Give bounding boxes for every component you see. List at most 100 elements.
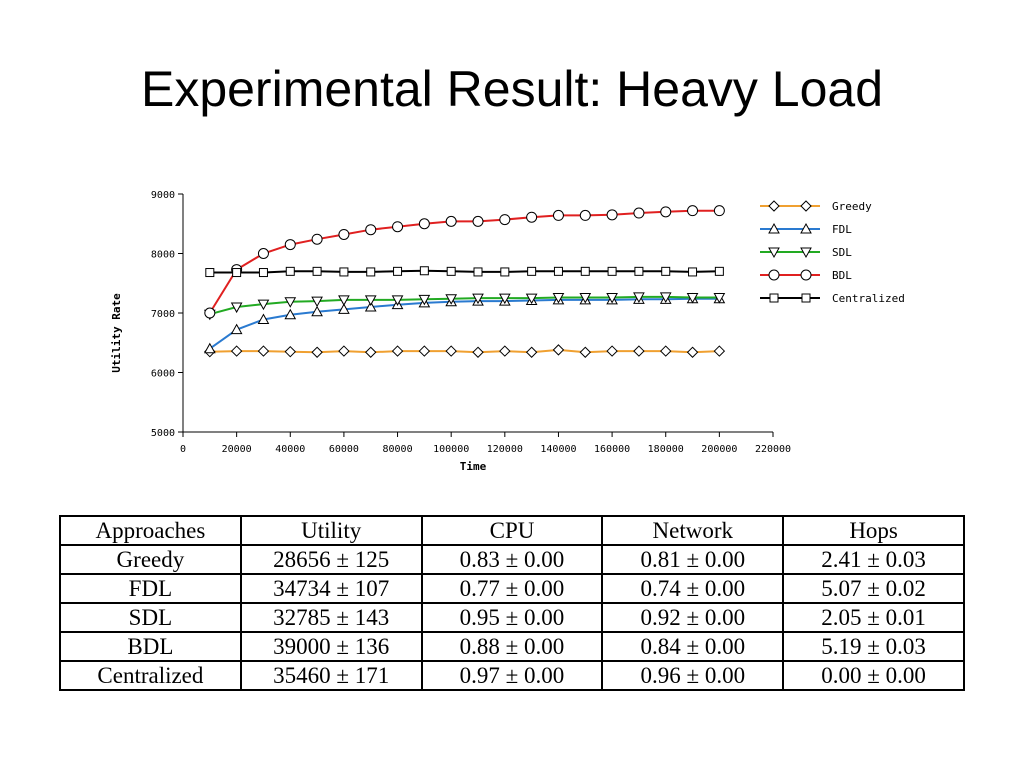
data-point-centralized	[258, 268, 268, 278]
data-point-bdl	[204, 307, 216, 319]
cell-hops: 5.19 ± 0.03	[782, 631, 965, 662]
data-point-greedy	[579, 346, 591, 358]
data-point-bdl	[499, 214, 511, 226]
data-point-greedy	[525, 346, 538, 358]
x-tick-label: 60000	[329, 444, 359, 455]
data-point-centralized	[500, 267, 510, 277]
cell-hops: 2.41 ± 0.03	[782, 544, 965, 575]
data-point-centralized	[580, 266, 590, 276]
data-point-centralized	[393, 266, 403, 276]
cell-network: 0.92 ± 0.00	[601, 602, 785, 633]
data-point-greedy	[391, 345, 404, 357]
series-centralized	[205, 266, 724, 278]
data-point-sdl	[606, 293, 618, 304]
cell-network: 0.74 ± 0.00	[601, 573, 785, 604]
chart-series	[203, 205, 726, 358]
table-row: Greedy 28656 ± 125 0.83 ± 0.00 0.81 ± 0.…	[59, 544, 965, 575]
legend-entry-bdl: BDL	[760, 269, 852, 282]
data-point-centralized	[419, 266, 429, 276]
data-point-sdl	[633, 292, 645, 303]
data-point-greedy	[257, 345, 270, 357]
cell-cpu: 0.83 ± 0.00	[420, 544, 604, 575]
legend-marker-centralized	[769, 293, 779, 303]
x-tick-label: 100000	[433, 444, 469, 455]
data-point-centralized	[607, 266, 617, 276]
cell-cpu: 0.95 ± 0.00	[420, 602, 604, 633]
data-point-fdl	[257, 313, 270, 325]
series-sdl	[203, 292, 726, 321]
data-point-sdl	[498, 293, 511, 305]
data-point-centralized	[285, 266, 295, 276]
cell-network: 0.96 ± 0.00	[601, 660, 785, 691]
data-point-greedy	[606, 345, 618, 357]
data-point-greedy	[311, 346, 323, 358]
data-point-centralized	[473, 267, 483, 277]
cell-hops: 0.00 ± 0.00	[782, 660, 965, 691]
data-point-greedy	[660, 345, 672, 357]
results-table: Approaches Utility CPU Network Hops Gree…	[59, 515, 965, 691]
data-point-centralized	[232, 268, 242, 278]
x-axis-label: Time	[460, 460, 487, 473]
header-cpu: CPU	[420, 515, 604, 546]
data-point-bdl	[365, 224, 377, 236]
cell-utility: 34734 ± 107	[239, 573, 423, 604]
cell-utility: 39000 ± 136	[239, 631, 423, 662]
data-point-greedy	[365, 346, 377, 358]
cell-approach: Centralized	[59, 660, 242, 691]
data-point-sdl	[445, 294, 458, 305]
legend-entry-fdl: FDL	[760, 222, 852, 236]
x-tick-label: 80000	[382, 444, 412, 455]
series-line-fdl	[209, 297, 720, 350]
data-point-centralized	[661, 266, 671, 276]
data-point-sdl	[257, 299, 270, 311]
data-point-sdl	[418, 294, 431, 306]
legend-marker-fdl	[768, 222, 780, 234]
cell-utility: 28656 ± 125	[239, 544, 423, 575]
cell-cpu: 0.88 ± 0.00	[420, 631, 604, 662]
legend-label-greedy: Greedy	[832, 200, 872, 213]
cell-hops: 2.05 ± 0.01	[782, 602, 965, 633]
data-point-sdl	[579, 293, 592, 304]
series-bdl	[204, 205, 725, 319]
legend-marker-bdl	[768, 269, 780, 281]
data-point-sdl	[338, 295, 350, 306]
data-point-bdl	[579, 209, 591, 221]
header-utility: Utility	[239, 515, 423, 546]
y-tick-label: 5000	[151, 428, 175, 439]
data-point-bdl	[257, 248, 269, 259]
data-point-bdl	[526, 211, 538, 223]
cell-approach: BDL	[59, 631, 242, 662]
data-point-centralized	[553, 266, 563, 276]
data-point-sdl	[391, 295, 404, 306]
data-point-fdl	[338, 303, 350, 314]
y-tick-label: 8000	[151, 250, 175, 261]
data-point-sdl	[552, 293, 565, 304]
y-tick-label: 9000	[151, 190, 175, 201]
legend-label-centralized: Centralized	[832, 292, 905, 305]
x-tick-label: 220000	[755, 444, 791, 455]
x-tick-label: 20000	[222, 444, 252, 455]
data-point-greedy	[552, 344, 565, 356]
data-point-sdl	[364, 295, 377, 306]
cell-cpu: 0.77 ± 0.00	[420, 573, 604, 604]
data-point-centralized	[339, 267, 349, 277]
utility-rate-chart: 0 20000 40000 60000 80000 100000 120000 140000 1…	[110, 190, 905, 473]
cell-network: 0.84 ± 0.00	[601, 631, 785, 662]
y-tick-label: 7000	[151, 309, 175, 320]
y-tick-label: 6000	[151, 369, 175, 380]
data-point-greedy	[686, 346, 699, 358]
legend-entry-sdl: SDL	[760, 246, 852, 259]
data-point-centralized	[312, 266, 322, 276]
legend-label-sdl: SDL	[832, 246, 852, 259]
data-point-centralized	[527, 266, 537, 276]
data-point-centralized	[634, 266, 644, 276]
data-point-centralized	[366, 267, 376, 277]
x-tick-label: 200000	[701, 444, 737, 455]
header-hops: Hops	[782, 515, 965, 546]
data-point-bdl	[552, 209, 564, 221]
data-point-bdl	[338, 228, 350, 240]
data-point-greedy	[713, 345, 726, 357]
data-point-bdl	[606, 209, 618, 221]
data-point-greedy	[418, 345, 431, 357]
data-point-bdl	[284, 239, 296, 251]
